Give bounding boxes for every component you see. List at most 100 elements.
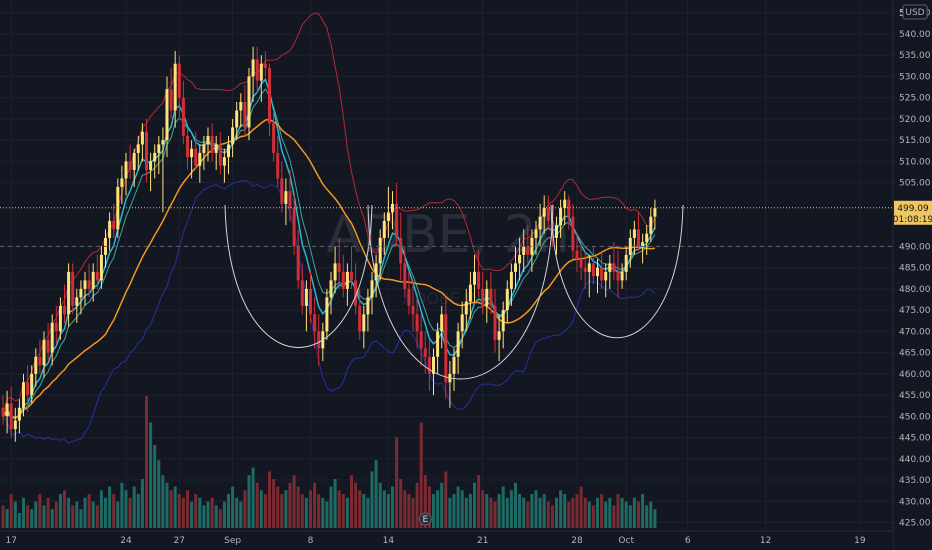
candle-body[interactable] — [239, 101, 243, 111]
candle-body[interactable] — [350, 271, 353, 281]
candle-body[interactable] — [493, 305, 497, 340]
candle-body[interactable] — [247, 76, 251, 128]
candle-body[interactable] — [132, 152, 136, 170]
candle-body[interactable] — [485, 288, 489, 306]
candle-body[interactable] — [263, 63, 267, 68]
candle-body[interactable] — [567, 199, 571, 217]
candle-body[interactable] — [509, 271, 513, 289]
candle-body[interactable] — [75, 297, 79, 306]
candle-body[interactable] — [124, 161, 128, 179]
candle-body[interactable] — [227, 144, 230, 158]
candle-body[interactable] — [95, 271, 99, 281]
candle-body[interactable] — [13, 420, 17, 430]
candle-body[interactable] — [341, 271, 345, 289]
candle-body[interactable] — [214, 144, 218, 153]
candle-body[interactable] — [427, 356, 431, 374]
candle-body[interactable] — [645, 233, 649, 243]
candle-body[interactable] — [596, 267, 599, 277]
candle-body[interactable] — [243, 101, 247, 128]
candle-body[interactable] — [87, 280, 91, 289]
candlesticks[interactable] — [1, 46, 657, 442]
candle-body[interactable] — [534, 229, 538, 238]
candle-body[interactable] — [386, 212, 390, 221]
candle-body[interactable] — [268, 67, 271, 124]
candle-body[interactable] — [149, 161, 153, 170]
candle-body[interactable] — [354, 280, 358, 306]
candle-body[interactable] — [624, 254, 628, 272]
candle-body[interactable] — [272, 123, 276, 153]
candle-body[interactable] — [83, 280, 87, 289]
candle-body[interactable] — [194, 148, 198, 166]
candle-body[interactable] — [481, 288, 485, 306]
candle-body[interactable] — [604, 271, 608, 281]
candle-body[interactable] — [608, 263, 612, 272]
candle-body[interactable] — [440, 314, 444, 332]
candle-body[interactable] — [292, 208, 296, 247]
candle-body[interactable] — [411, 305, 415, 315]
candle-body[interactable] — [382, 220, 386, 238]
candle-body[interactable] — [63, 305, 66, 315]
candle-body[interactable] — [460, 314, 464, 332]
candle-body[interactable] — [251, 59, 255, 77]
candle-body[interactable] — [542, 208, 546, 217]
candle-body[interactable] — [444, 314, 448, 383]
candle-body[interactable] — [231, 127, 235, 145]
candle-body[interactable] — [99, 254, 103, 281]
candle-body[interactable] — [522, 246, 526, 255]
candle-body[interactable] — [161, 140, 165, 145]
candle-body[interactable] — [468, 284, 472, 302]
candle-body[interactable] — [218, 144, 222, 166]
candle-body[interactable] — [325, 297, 329, 332]
candle-body[interactable] — [612, 263, 616, 272]
candle-body[interactable] — [395, 203, 399, 238]
candle-body[interactable] — [165, 89, 169, 141]
candle-body[interactable] — [9, 403, 13, 430]
candle-body[interactable] — [222, 157, 226, 166]
candle-body[interactable] — [514, 263, 517, 272]
currency-badge[interactable] — [902, 4, 928, 20]
candle-body[interactable] — [616, 271, 620, 281]
candle-body[interactable] — [169, 89, 173, 111]
time-axis[interactable] — [0, 531, 893, 550]
candle-body[interactable] — [505, 288, 509, 311]
candle-body[interactable] — [366, 297, 370, 315]
candle-body[interactable] — [501, 310, 505, 332]
candle-body[interactable] — [46, 339, 50, 353]
candle-body[interactable] — [112, 220, 116, 230]
candle-body[interactable] — [235, 110, 239, 128]
candle-body[interactable] — [34, 356, 38, 374]
candle-body[interactable] — [587, 263, 591, 272]
candle-body[interactable] — [337, 263, 341, 272]
cup-drawing-3[interactable] — [550, 204, 684, 339]
candle-body[interactable] — [276, 152, 280, 179]
candle-body[interactable] — [423, 348, 427, 357]
candle-body[interactable] — [296, 246, 300, 281]
candle-body[interactable] — [1, 407, 5, 417]
candle-body[interactable] — [17, 407, 21, 421]
candle-body[interactable] — [407, 288, 411, 306]
candle-body[interactable] — [255, 59, 259, 81]
candle-body[interactable] — [284, 191, 288, 204]
candle-body[interactable] — [30, 373, 34, 396]
candle-body[interactable] — [555, 225, 558, 238]
candle-body[interactable] — [591, 263, 595, 277]
candle-body[interactable] — [304, 288, 308, 306]
candle-body[interactable] — [432, 356, 435, 374]
candle-body[interactable] — [559, 208, 563, 226]
candle-body[interactable] — [108, 220, 112, 238]
candle-body[interactable] — [67, 271, 71, 315]
candle-body[interactable] — [489, 288, 493, 306]
candle-body[interactable] — [140, 131, 144, 145]
candle-body[interactable] — [579, 259, 583, 268]
candle-body[interactable] — [415, 314, 419, 332]
candle-body[interactable] — [58, 305, 62, 332]
candle-body[interactable] — [497, 331, 501, 340]
candle-body[interactable] — [374, 263, 378, 281]
candle-body[interactable] — [419, 331, 423, 349]
candle-body[interactable] — [300, 280, 304, 306]
candle-body[interactable] — [358, 305, 362, 332]
candle-body[interactable] — [333, 263, 337, 281]
cup-drawing-1[interactable] — [224, 204, 373, 348]
candle-body[interactable] — [653, 208, 657, 217]
candle-body[interactable] — [280, 178, 284, 204]
